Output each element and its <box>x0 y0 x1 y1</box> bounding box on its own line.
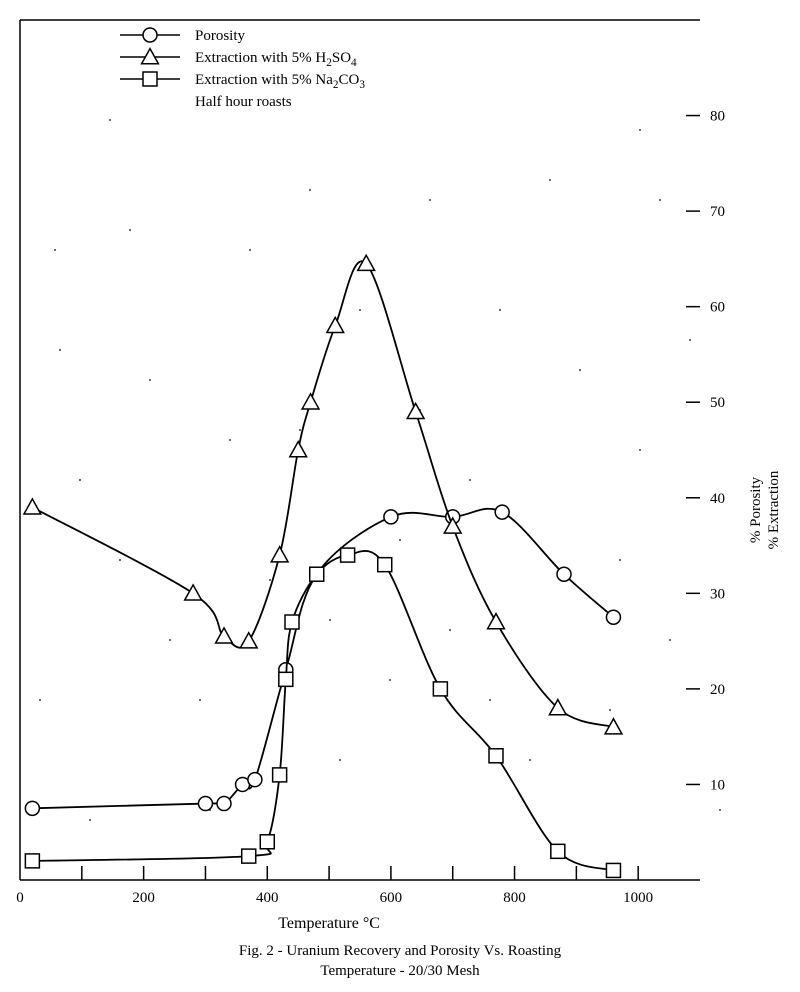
svg-text:40: 40 <box>710 491 725 507</box>
svg-text:800: 800 <box>503 890 526 906</box>
svg-text:Fig. 2 - Uranium Recovery and: Fig. 2 - Uranium Recovery and Porosity V… <box>239 943 562 959</box>
svg-text:50: 50 <box>710 395 725 411</box>
svg-text:200: 200 <box>132 890 155 906</box>
svg-text:600: 600 <box>380 890 403 906</box>
svg-text:60: 60 <box>710 300 725 316</box>
svg-text:20: 20 <box>710 682 725 698</box>
svg-text:400: 400 <box>256 890 279 906</box>
svg-text:30: 30 <box>710 586 725 602</box>
svg-text:Porosity: Porosity <box>195 28 246 44</box>
svg-text:0: 0 <box>16 890 24 906</box>
svg-text:80: 80 <box>710 109 725 125</box>
chart-svg: 0 200 400 600 800 1000 Temperature °C 10 20 30 40 5… <box>0 0 800 992</box>
chart-container: 0 200 400 600 800 1000 Temperature °C 10 20 30 40 5… <box>0 0 800 992</box>
svg-text:% Extraction: % Extraction <box>766 470 782 549</box>
svg-text:% Porosity: % Porosity <box>748 476 764 543</box>
svg-text:1000: 1000 <box>623 890 653 906</box>
svg-text:Extraction with 5% Na2CO3: Extraction with 5% Na2CO3 <box>195 72 365 91</box>
svg-text:Extraction with 5% H2SO4: Extraction with 5% H2SO4 <box>195 50 357 69</box>
svg-text:70: 70 <box>710 204 725 220</box>
svg-text:Temperature - 20/30 Mesh: Temperature - 20/30 Mesh <box>320 963 480 979</box>
svg-text:Temperature °C: Temperature °C <box>278 915 380 932</box>
svg-text:Half hour roasts: Half hour roasts <box>195 94 292 110</box>
svg-text:10: 10 <box>710 777 725 793</box>
